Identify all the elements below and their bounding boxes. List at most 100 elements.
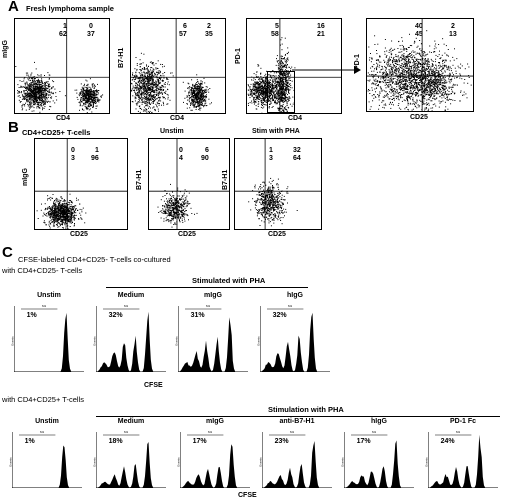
flow-dotplot: 1 0 62 37 xyxy=(14,18,110,114)
a3-q-ur: 16 xyxy=(317,23,325,30)
a3-q-lr: 21 xyxy=(317,31,325,38)
row2-bracket xyxy=(96,416,500,417)
a3-q-ll: 58 xyxy=(271,31,279,38)
b3-xlabel: CD25 xyxy=(268,231,286,238)
row2-hist-4-title: hIgG xyxy=(371,418,387,425)
a1-q-lr: 37 xyxy=(87,31,95,38)
row2-hist-3-percentage: 23% xyxy=(274,438,289,445)
row1-hist-3-marker: M1 xyxy=(288,304,293,308)
row2-hist-2-percentage: 17% xyxy=(192,438,207,445)
a1-q-ur: 0 xyxy=(89,23,93,30)
panel-a-letter: A xyxy=(8,0,19,15)
row2-hist-5-percentage: 24% xyxy=(440,438,455,445)
a4-q-ul: 40 xyxy=(415,23,423,30)
row1-hist-2-percentage: 31% xyxy=(190,312,205,319)
histogram-plot xyxy=(96,432,166,488)
b1-xlabel: CD25 xyxy=(70,231,88,238)
row2-hist-3-title: anti-B7-H1 xyxy=(279,418,315,425)
row1-hist-2-marker: M1 xyxy=(206,304,211,308)
a1-ylabel: mIgG xyxy=(2,40,9,58)
panel-b-letter: B xyxy=(8,119,19,136)
row1-hist-3-title: hIgG xyxy=(287,292,303,299)
panel-a-title: Fresh lymphoma sample xyxy=(26,4,114,13)
dots-layer xyxy=(131,19,225,113)
histogram-plot xyxy=(260,306,330,372)
a2-q-lr: 35 xyxy=(205,31,213,38)
b3-q-ur: 32 xyxy=(293,147,301,154)
histogram-plot xyxy=(344,432,414,488)
b3-ylabel: B7-H1 xyxy=(222,169,229,190)
dots-layer xyxy=(15,19,109,113)
flow-dotplot: 0 1 3 96 xyxy=(34,138,128,230)
a1-q-ul: 1 xyxy=(63,23,67,30)
b3-header: Stim with PHA xyxy=(252,128,300,135)
flow-dotplot: 40 2 45 13 xyxy=(366,18,474,112)
row1-hist-1-marker: M1 xyxy=(124,304,129,308)
b2-xlabel: CD25 xyxy=(178,231,196,238)
b2-q-ur: 6 xyxy=(205,147,209,154)
a4-xlabel: CD25 xyxy=(410,114,428,121)
b2-header: Unstim xyxy=(160,128,184,135)
a3-q-ul: 5 xyxy=(275,23,279,30)
row2-hist-2-marker: M1 xyxy=(208,430,213,434)
b1-q-ul: 0 xyxy=(71,147,75,154)
a2-xlabel: CD4 xyxy=(170,115,185,122)
row2-label: with CD4+CD25+ T-cells xyxy=(2,395,84,404)
panel-c-letter: C xyxy=(2,244,13,261)
histogram-plot xyxy=(14,306,84,372)
dots-layer xyxy=(367,19,473,111)
b1-q-ur: 1 xyxy=(95,147,99,154)
b1-q-ll: 3 xyxy=(71,155,75,162)
histogram-plot xyxy=(180,432,250,488)
row2-hist-2-title: mIgG xyxy=(206,418,224,425)
row2-hist-1-percentage: 18% xyxy=(108,438,123,445)
row2-hist-1-marker: M1 xyxy=(124,430,129,434)
b2-ylabel: B7-H1 xyxy=(136,169,143,190)
b3-q-lr: 64 xyxy=(293,155,301,162)
histogram-plot xyxy=(12,432,82,488)
a1-xlabel: CD4 xyxy=(56,115,71,122)
a4-q-ll: 45 xyxy=(415,31,423,38)
panel-c-title: CFSE-labeled CD4+CD25- T-cells co-cultur… xyxy=(18,255,171,264)
dots-layer xyxy=(35,139,127,229)
b2-q-lr: 90 xyxy=(201,155,209,162)
row1-label: with CD4+CD25- T-cells xyxy=(2,266,83,275)
b3-q-ll: 3 xyxy=(269,155,273,162)
b1-ylabel: mIgG xyxy=(22,168,29,186)
histogram-plot xyxy=(96,306,166,372)
row1-hist-1-title: Medium xyxy=(117,292,145,299)
row1-xlabel: CFSE xyxy=(144,382,163,389)
row1-hist-0-marker: M1 xyxy=(42,304,47,308)
b3-q-ul: 1 xyxy=(269,147,273,154)
row2-hist-0-marker: M1 xyxy=(40,430,45,434)
histogram-plot xyxy=(428,432,498,488)
row2-hist-4-marker: M1 xyxy=(372,430,377,434)
row2-hist-5-title: PD-1 Fc xyxy=(449,418,477,425)
row2-xlabel: CFSE xyxy=(238,492,257,499)
a4-ylabel: PD-1 xyxy=(354,54,361,70)
row1-hist-2-title: mIgG xyxy=(204,292,222,299)
row2-hist-3-marker: M1 xyxy=(290,430,295,434)
row1-hist-0-title: Unstim xyxy=(37,292,61,299)
a3-ylabel: PD-1 xyxy=(235,48,242,64)
a2-q-ul: 6 xyxy=(183,23,187,30)
row1-hist-1-percentage: 32% xyxy=(108,312,123,319)
histogram-plot xyxy=(262,432,332,488)
row2-hist-0-title: Unstim xyxy=(35,418,59,425)
panel-b-title: CD4+CD25+ T-cells xyxy=(22,128,91,137)
a2-ylabel: B7-H1 xyxy=(118,47,125,68)
flow-dotplot: 6 2 57 35 xyxy=(130,18,226,114)
row2-hist-1-title: Medium xyxy=(117,418,145,425)
row1-hist-0-percentage: 1% xyxy=(26,312,37,319)
flow-dotplot: 5 16 58 21 xyxy=(246,18,342,114)
a4-q-ur: 2 xyxy=(451,23,455,30)
flow-dotplot: 1 32 3 64 xyxy=(234,138,322,230)
row2-hist-4-percentage: 17% xyxy=(356,438,371,445)
a4-q-lr: 13 xyxy=(449,31,457,38)
row1-bracket xyxy=(106,287,308,288)
b2-q-ll: 4 xyxy=(179,155,183,162)
b1-q-lr: 96 xyxy=(91,155,99,162)
b2-q-ul: 0 xyxy=(179,147,183,154)
a2-q-ur: 2 xyxy=(207,23,211,30)
a3-xlabel: CD4 xyxy=(288,115,303,122)
